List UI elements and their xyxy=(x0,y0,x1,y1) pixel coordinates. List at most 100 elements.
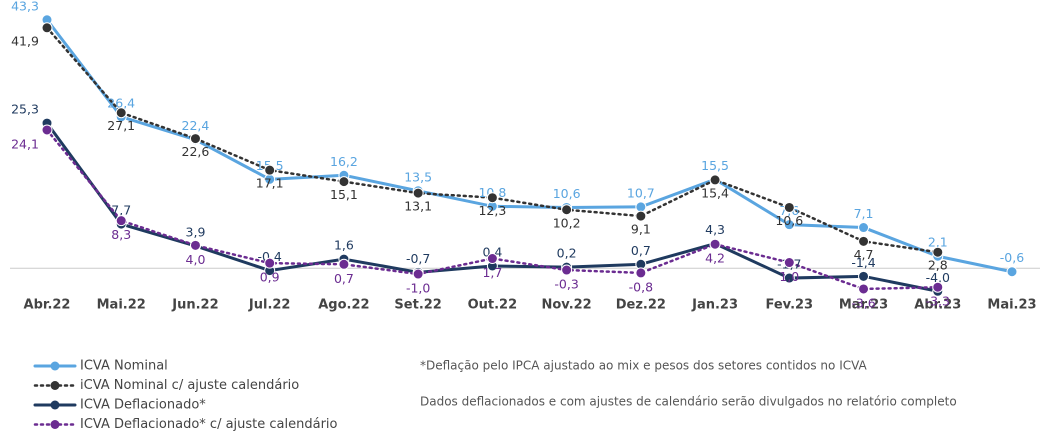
data-label: 4,0 xyxy=(186,252,206,267)
point xyxy=(783,201,795,213)
data-label: 4,7 xyxy=(854,247,874,262)
x-tick-label: Mar.23 xyxy=(839,298,888,313)
legend-marker xyxy=(50,361,60,371)
note: Dados deflacionados e com ajustes de cal… xyxy=(420,395,957,409)
point xyxy=(561,264,573,276)
note: *Deflação pelo IPCA ajustado ao mix e pe… xyxy=(420,359,868,373)
data-label: 25,3 xyxy=(11,102,39,117)
data-label: 22,4 xyxy=(182,118,210,133)
data-label: 1,7 xyxy=(482,265,502,280)
data-label: 10,6 xyxy=(775,213,803,228)
point xyxy=(41,22,53,34)
x-tick-label: Out.22 xyxy=(468,298,518,313)
point xyxy=(412,268,424,280)
data-label: 26,4 xyxy=(107,95,135,110)
legend-label: ICVA Nominal xyxy=(80,359,168,374)
x-tick-label: Nov.22 xyxy=(541,298,591,313)
data-label: -0,4 xyxy=(257,249,281,264)
point xyxy=(709,174,721,186)
data-label: 13,5 xyxy=(404,169,432,184)
x-tick-label: Set.22 xyxy=(394,298,441,313)
data-label: 4,2 xyxy=(705,251,725,266)
point xyxy=(635,267,647,279)
x-tick-label: Abr.22 xyxy=(24,298,71,313)
point xyxy=(635,210,647,222)
data-label: 27,1 xyxy=(107,118,135,133)
point xyxy=(858,270,870,282)
data-label: 8,3 xyxy=(111,227,131,242)
point xyxy=(783,272,795,284)
point xyxy=(783,257,795,269)
point xyxy=(932,246,944,258)
data-label: 22,6 xyxy=(182,144,210,159)
point xyxy=(338,258,350,270)
data-label: 3,9 xyxy=(186,224,206,239)
data-label: 41,9 xyxy=(11,33,39,48)
x-tick-label: Mai.23 xyxy=(987,298,1036,313)
data-label: -0,7 xyxy=(406,251,430,266)
legend-marker xyxy=(50,381,60,390)
data-label: -1,0 xyxy=(406,281,430,296)
point xyxy=(561,204,573,216)
data-label: -1,4 xyxy=(851,255,875,270)
point xyxy=(486,253,498,265)
legend-marker xyxy=(50,420,60,429)
data-label: 0,7 xyxy=(631,243,651,258)
data-label: 17,1 xyxy=(256,176,284,191)
data-label: 0,2 xyxy=(557,246,577,261)
x-tick-label: Ago.22 xyxy=(318,298,369,313)
point xyxy=(264,257,276,269)
data-label: -3,3 xyxy=(926,294,950,309)
point xyxy=(858,222,870,234)
point xyxy=(486,192,498,204)
point xyxy=(858,235,870,247)
data-label: -0,6 xyxy=(1000,250,1024,265)
data-label: 15,5 xyxy=(701,158,729,173)
point xyxy=(189,133,201,145)
data-label: -3,6 xyxy=(851,295,875,310)
data-label: 16,2 xyxy=(330,154,358,169)
data-label: 43,3 xyxy=(11,0,39,13)
series-line xyxy=(45,26,940,254)
data-label: 7,7 xyxy=(111,203,131,218)
point xyxy=(1006,266,1018,278)
legend-marker xyxy=(50,400,60,410)
point xyxy=(635,201,647,213)
data-label: 1,6 xyxy=(334,238,354,253)
point xyxy=(41,124,53,136)
data-label: 10,2 xyxy=(553,215,581,230)
point xyxy=(783,219,795,231)
x-tick-label: Mai.22 xyxy=(97,298,146,313)
point xyxy=(264,164,276,176)
data-label: 24,1 xyxy=(11,136,39,151)
data-label: 13,1 xyxy=(404,199,432,214)
data-label: 10,7 xyxy=(627,185,655,200)
x-tick-label: Fev.23 xyxy=(765,298,813,313)
data-label: 15,4 xyxy=(701,185,729,200)
data-label: 15,1 xyxy=(330,187,358,202)
data-label: 1,0 xyxy=(779,269,799,284)
point xyxy=(115,215,127,227)
legend-label: ICVA Deflacionado* c/ ajuste calendário xyxy=(80,417,338,432)
x-tick-label: Jan.23 xyxy=(691,298,738,313)
point xyxy=(932,281,944,293)
point xyxy=(709,238,721,250)
data-label: 0,4 xyxy=(482,245,502,260)
x-tick-label: Jul.22 xyxy=(248,298,291,313)
data-label: 0,9 xyxy=(260,270,280,285)
data-label: -0,3 xyxy=(554,277,578,292)
x-tick-label: Abr.23 xyxy=(914,298,961,313)
legend-label: ICVA Deflacionado* xyxy=(80,398,206,413)
data-label: 7,1 xyxy=(854,206,874,221)
point xyxy=(115,107,127,119)
legend-label: iCVA Nominal c/ ajuste calendário xyxy=(80,378,299,393)
point xyxy=(412,187,424,199)
point xyxy=(189,239,201,251)
data-label: 12,3 xyxy=(478,203,506,218)
data-label: 2,8 xyxy=(928,258,948,273)
data-label: 2,1 xyxy=(928,235,948,250)
point xyxy=(858,283,870,295)
data-label: -0,8 xyxy=(629,279,653,294)
data-label: 0,7 xyxy=(334,271,354,286)
